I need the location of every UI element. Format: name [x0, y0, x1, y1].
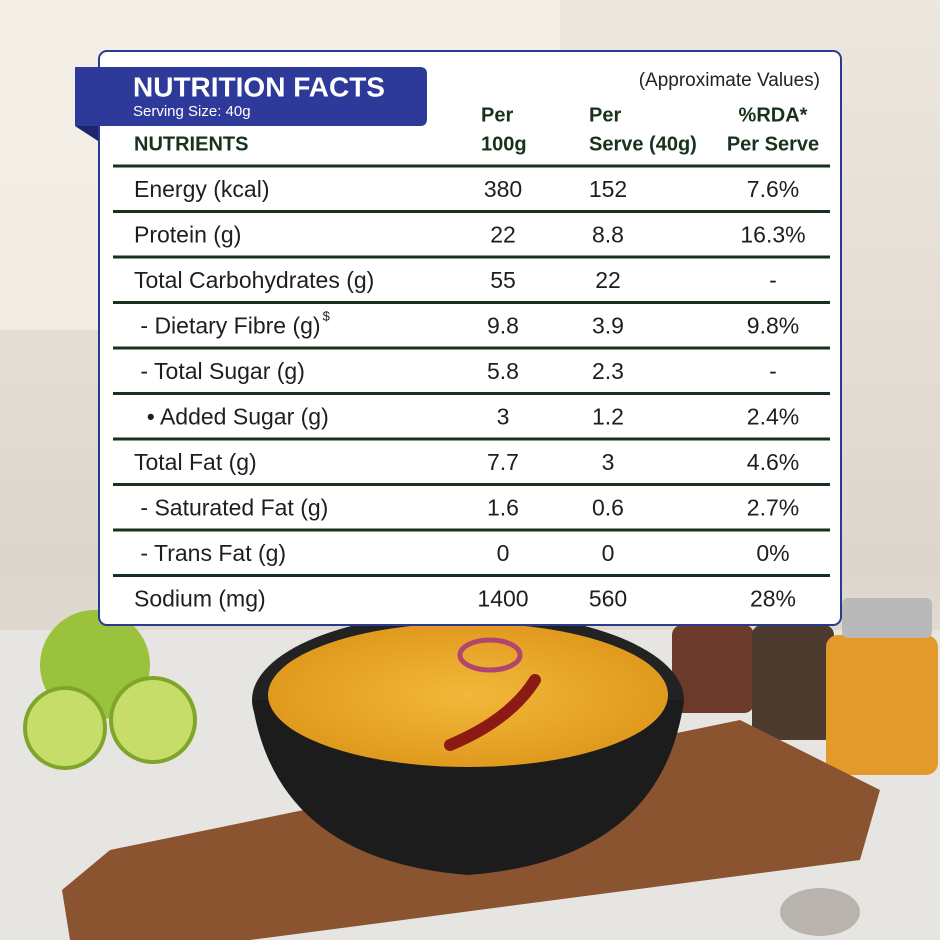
chili	[444, 674, 541, 751]
footnote-mark: $	[323, 309, 331, 324]
nutrient-value: 0	[497, 540, 510, 566]
banner-fold	[75, 126, 98, 141]
nutrient-value: 560	[589, 585, 627, 611]
nutrient-value: -	[769, 267, 777, 293]
nutrient-value: 0.6	[592, 494, 624, 520]
column-header: Per Serve	[727, 133, 819, 155]
nutrient-value: 9.8	[487, 312, 519, 338]
spoon	[780, 888, 860, 936]
nutrient-name: Energy (kcal)	[134, 176, 269, 202]
nutrient-value: 0	[602, 540, 615, 566]
nutrient-value: 7.6%	[747, 176, 799, 202]
nutrition-table: NUTRIENTS Per 100g Per Serve (40g) %RDA* Per S…	[113, 104, 830, 611]
column-header: Per	[589, 104, 621, 126]
spice-jar	[752, 625, 834, 740]
column-header: 100g	[481, 133, 527, 155]
nutrient-value: 9.8%	[747, 312, 799, 338]
nutrient-value: 2.7%	[747, 494, 799, 520]
nutrient-value: 2.4%	[747, 403, 799, 429]
nutrient-value: 16.3%	[740, 221, 805, 247]
lime	[23, 686, 107, 770]
approx-note: (Approximate Values)	[639, 70, 820, 91]
nutrient-value: 1.6	[487, 494, 519, 520]
jar-lid	[842, 598, 932, 638]
nutrient-value: 0%	[756, 540, 789, 566]
nutrient-name: Protein (g)	[134, 221, 241, 247]
title: NUTRITION FACTS	[133, 71, 385, 102]
nutrient-value: 5.8	[487, 358, 519, 384]
nutrient-value: 2.3	[592, 358, 624, 384]
nutrient-value: 28%	[750, 585, 796, 611]
nutrient-name: - Total Sugar (g)	[134, 358, 305, 384]
serving-size: Serving Size: 40g	[133, 103, 251, 120]
nutrition-card	[98, 50, 842, 626]
column-header: NUTRIENTS	[134, 133, 248, 155]
nutrient-name: - Trans Fat (g)	[134, 540, 286, 566]
column-header: Serve (40g)	[589, 133, 697, 155]
onion	[457, 637, 523, 673]
spice-jar	[672, 625, 754, 713]
nutrient-value: 8.8	[592, 221, 624, 247]
nutrient-value: 152	[589, 176, 627, 202]
title-banner	[75, 67, 427, 126]
nutrient-value: 3	[497, 403, 510, 429]
dal	[268, 623, 668, 767]
nutrient-value: 3	[602, 449, 615, 475]
nutrient-value: 380	[484, 176, 522, 202]
nutrient-value: 1400	[477, 585, 528, 611]
nutrient-name: - Saturated Fat (g)	[134, 494, 328, 520]
nutrient-value: -	[769, 358, 777, 384]
nutrient-value: 55	[490, 267, 516, 293]
nutrient-name: Total Carbohydrates (g)	[134, 267, 374, 293]
nutrient-value: 22	[490, 221, 516, 247]
nutrient-value: 7.7	[487, 449, 519, 475]
nutrient-name: - Dietary Fibre (g)	[134, 312, 321, 338]
column-header: %RDA*	[739, 104, 808, 126]
nutrient-value: 4.6%	[747, 449, 799, 475]
nutrient-name: Total Fat (g)	[134, 449, 257, 475]
spice-jar	[826, 635, 938, 775]
lime	[109, 676, 197, 764]
nutrient-value: 3.9	[592, 312, 624, 338]
nutrient-name: Sodium (mg)	[134, 585, 266, 611]
nutrient-value: 22	[595, 267, 621, 293]
column-header: Per	[481, 104, 513, 126]
nutrient-name: • Added Sugar (g)	[134, 403, 329, 429]
nutrient-value: 1.2	[592, 403, 624, 429]
